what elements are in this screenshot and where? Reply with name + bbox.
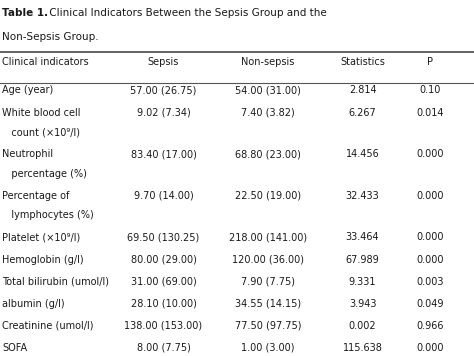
Text: Non-sepsis: Non-sepsis <box>241 57 294 67</box>
Text: 0.000: 0.000 <box>417 191 444 201</box>
Text: percentage (%): percentage (%) <box>2 169 87 179</box>
Text: 7.40 (3.82): 7.40 (3.82) <box>241 108 295 117</box>
Text: Table 1.: Table 1. <box>2 8 48 18</box>
Text: 57.00 (26.75): 57.00 (26.75) <box>130 85 197 95</box>
Text: 0.003: 0.003 <box>417 277 444 287</box>
Text: Statistics: Statistics <box>340 57 385 67</box>
Text: 14.456: 14.456 <box>346 149 380 159</box>
Text: 9.70 (14.00): 9.70 (14.00) <box>134 191 193 201</box>
Text: 138.00 (153.00): 138.00 (153.00) <box>125 321 202 331</box>
Text: 34.55 (14.15): 34.55 (14.15) <box>235 299 301 309</box>
Text: 6.267: 6.267 <box>349 108 376 117</box>
Text: 2.814: 2.814 <box>349 85 376 95</box>
Text: 115.638: 115.638 <box>343 343 383 353</box>
Text: 67.989: 67.989 <box>346 255 380 265</box>
Text: Creatinine (umol/l): Creatinine (umol/l) <box>2 321 94 331</box>
Text: 0.000: 0.000 <box>417 149 444 159</box>
Text: SOFA: SOFA <box>2 343 27 353</box>
Text: Age (year): Age (year) <box>2 85 54 95</box>
Text: 0.049: 0.049 <box>417 299 444 309</box>
Text: Non-Sepsis Group.: Non-Sepsis Group. <box>2 32 99 42</box>
Text: 69.50 (130.25): 69.50 (130.25) <box>128 232 200 242</box>
Text: albumin (g/l): albumin (g/l) <box>2 299 65 309</box>
Text: 22.50 (19.00): 22.50 (19.00) <box>235 191 301 201</box>
Text: 0.966: 0.966 <box>417 321 444 331</box>
Text: lymphocytes (%): lymphocytes (%) <box>2 210 94 220</box>
Text: Hemoglobin (g/l): Hemoglobin (g/l) <box>2 255 84 265</box>
Text: 7.90 (7.75): 7.90 (7.75) <box>241 277 295 287</box>
Text: 33.464: 33.464 <box>346 232 379 242</box>
Text: 9.331: 9.331 <box>349 277 376 287</box>
Text: 0.002: 0.002 <box>349 321 376 331</box>
Text: 28.10 (10.00): 28.10 (10.00) <box>131 299 196 309</box>
Text: P: P <box>428 57 433 67</box>
Text: 8.00 (7.75): 8.00 (7.75) <box>137 343 191 353</box>
Text: 0.000: 0.000 <box>417 343 444 353</box>
Text: 54.00 (31.00): 54.00 (31.00) <box>235 85 301 95</box>
Text: Neutrophil: Neutrophil <box>2 149 54 159</box>
Text: White blood cell: White blood cell <box>2 108 81 117</box>
Text: 0.000: 0.000 <box>417 255 444 265</box>
Text: count (×10⁹/l): count (×10⁹/l) <box>2 127 81 137</box>
Text: 1.00 (3.00): 1.00 (3.00) <box>241 343 294 353</box>
Text: 0.000: 0.000 <box>417 232 444 242</box>
Text: 3.943: 3.943 <box>349 299 376 309</box>
Text: 0.014: 0.014 <box>417 108 444 117</box>
Text: 31.00 (69.00): 31.00 (69.00) <box>131 277 196 287</box>
Text: Sepsis: Sepsis <box>148 57 179 67</box>
Text: 32.433: 32.433 <box>346 191 380 201</box>
Text: 218.00 (141.00): 218.00 (141.00) <box>229 232 307 242</box>
Text: Clinical indicators: Clinical indicators <box>2 57 89 67</box>
Text: 77.50 (97.75): 77.50 (97.75) <box>235 321 301 331</box>
Text: 0.10: 0.10 <box>419 85 441 95</box>
Text: 120.00 (36.00): 120.00 (36.00) <box>232 255 304 265</box>
Text: Total bilirubin (umol/l): Total bilirubin (umol/l) <box>2 277 109 287</box>
Text: 9.02 (7.34): 9.02 (7.34) <box>137 108 191 117</box>
Text: 68.80 (23.00): 68.80 (23.00) <box>235 149 301 159</box>
Text: Platelet (×10⁹/l): Platelet (×10⁹/l) <box>2 232 81 242</box>
Text: Clinical Indicators Between the Sepsis Group and the: Clinical Indicators Between the Sepsis G… <box>46 8 327 18</box>
Text: 83.40 (17.00): 83.40 (17.00) <box>131 149 196 159</box>
Text: Percentage of: Percentage of <box>2 191 70 201</box>
Text: 80.00 (29.00): 80.00 (29.00) <box>131 255 196 265</box>
